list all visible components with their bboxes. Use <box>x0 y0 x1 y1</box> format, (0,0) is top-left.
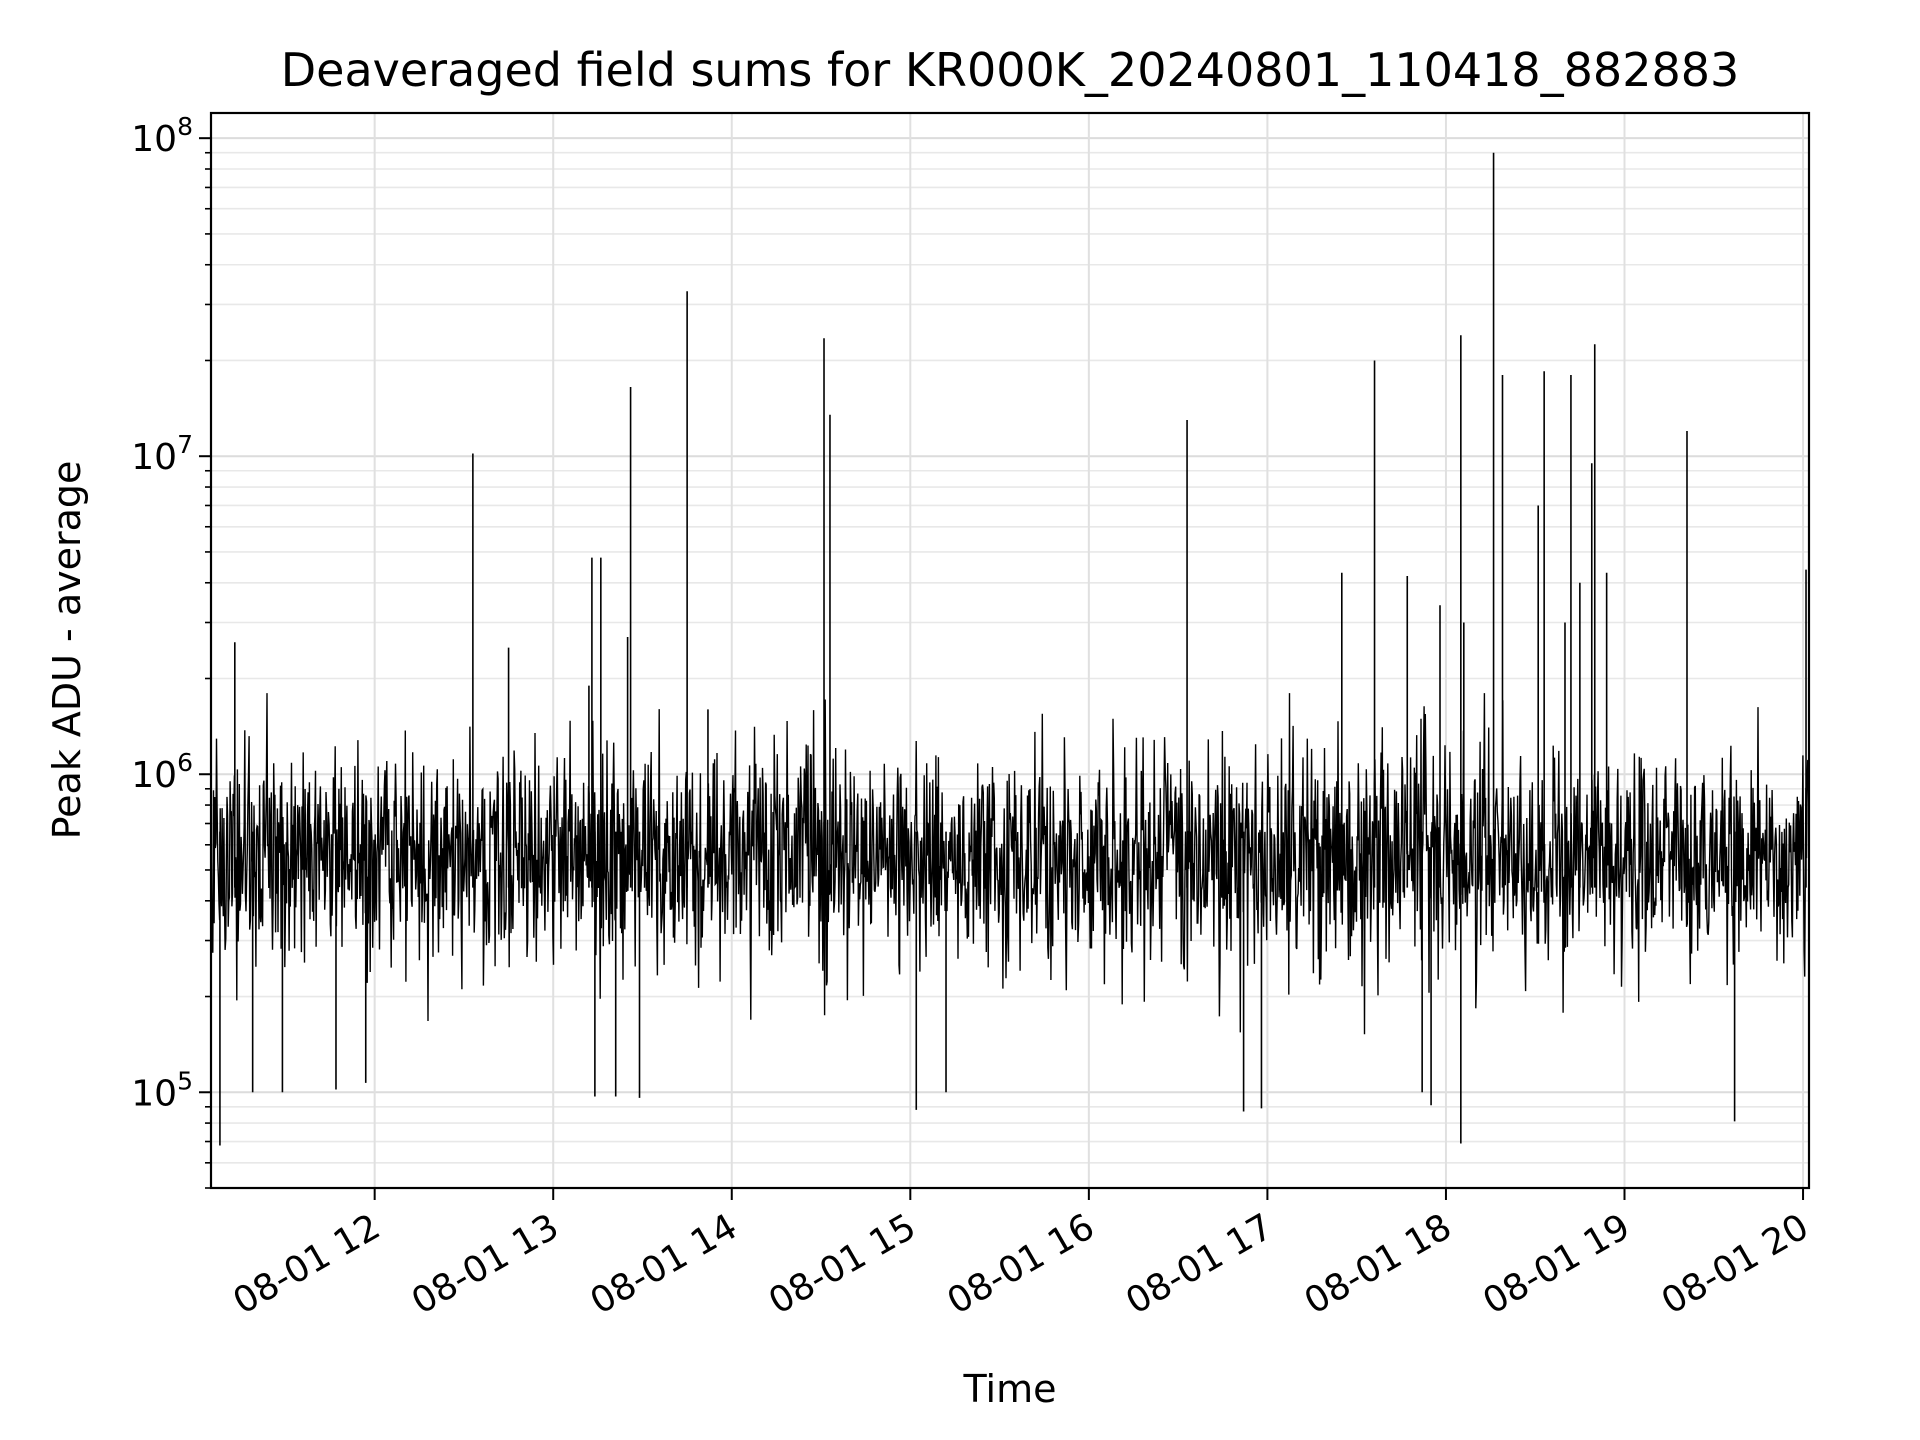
y-axis-label: Peak ADU - average <box>45 461 89 840</box>
series-line <box>210 693 1810 1035</box>
spike-layer <box>219 152 1807 1146</box>
x-axis-label: Time <box>963 1367 1057 1411</box>
chart-title: Deaveraged field sums for KR000K_2024080… <box>281 43 1740 97</box>
y-axis: 105 106 107 108 <box>131 112 211 1189</box>
y-tick-label: 106 <box>131 748 193 796</box>
y-tick-label: 108 <box>131 112 193 160</box>
y-tick-label: 107 <box>131 430 193 478</box>
y-tick-label: 105 <box>131 1066 193 1114</box>
plot-frame <box>209 111 1811 1190</box>
